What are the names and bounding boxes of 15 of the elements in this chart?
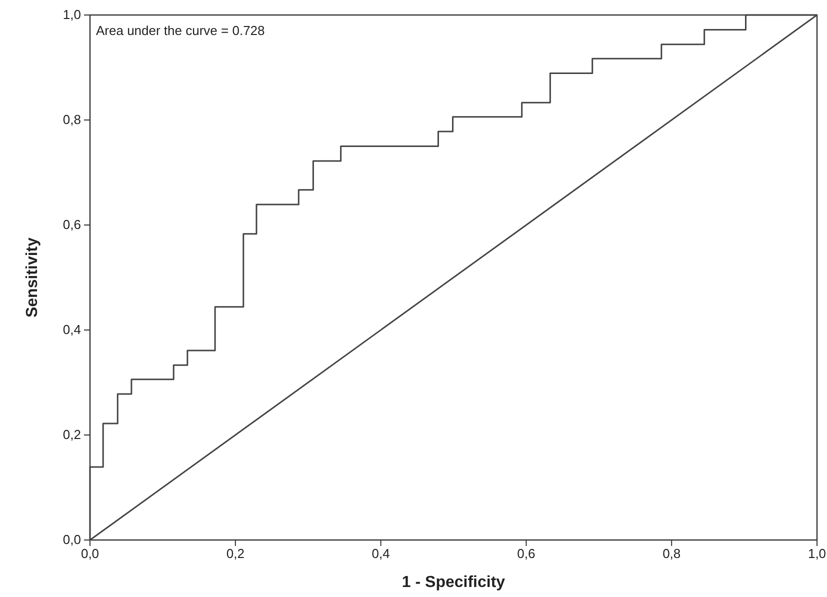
annotation: Area under the curve = 0.728: [96, 23, 265, 38]
y-tick-label: 0,6: [62, 217, 81, 232]
y-tick-label: 1,0: [62, 7, 81, 22]
y-tick-label: 0,2: [62, 427, 81, 442]
y-tick-label: 0,0: [62, 532, 81, 548]
x-tick-label: 0,4: [372, 546, 390, 562]
x-tick-label: 1,0: [808, 546, 826, 562]
x-tick-label: 0,6: [517, 546, 536, 562]
x-tick-label: 0,2: [226, 546, 244, 562]
x-axis-title: 1 - Specificity: [402, 574, 506, 591]
x-tick-label: 0,8: [662, 546, 681, 562]
y-tick-label: 0,4: [62, 322, 81, 338]
x-tick-label: 0,0: [80, 546, 100, 562]
y-tick-label: 0,8: [62, 112, 81, 128]
y-axis-title: Sensitivity: [24, 237, 41, 318]
